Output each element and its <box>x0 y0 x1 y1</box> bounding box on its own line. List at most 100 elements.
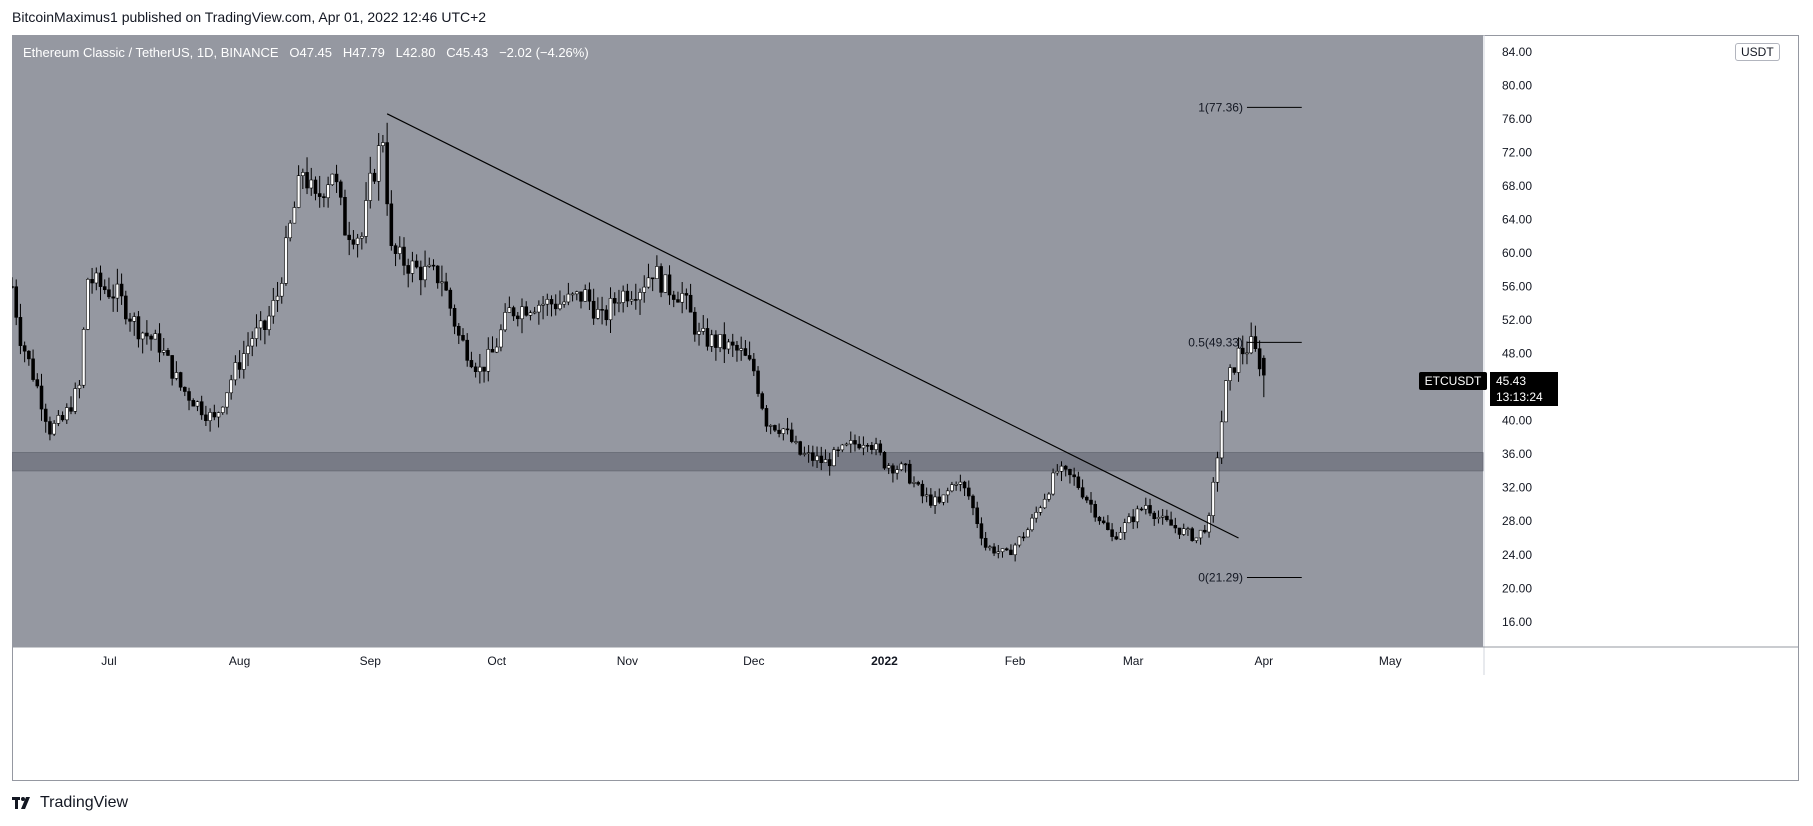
candle-body <box>199 401 204 416</box>
candle-body <box>351 239 356 245</box>
candle-body <box>992 546 996 554</box>
candle-body <box>60 415 65 421</box>
candle-body <box>1240 347 1245 355</box>
candle-body <box>381 142 385 146</box>
candle-body <box>161 350 166 353</box>
candle-body <box>237 362 242 370</box>
candle-body <box>903 463 908 466</box>
candle-body <box>634 299 638 301</box>
candle-body <box>435 265 440 284</box>
candle-body <box>1118 532 1123 540</box>
candle-body <box>334 173 339 183</box>
candle-body <box>1026 529 1030 538</box>
candle-body <box>718 334 722 348</box>
candle-body <box>680 293 684 303</box>
candle-body <box>802 453 807 455</box>
candle-body <box>659 266 663 293</box>
candle-body <box>688 294 693 313</box>
candle-body <box>777 429 781 434</box>
candle-body <box>195 401 200 407</box>
candle-body <box>1072 474 1076 478</box>
x-axis: Jul Aug Sep Oct Nov Dec 2022 Feb Mar Apr May <box>101 654 1401 668</box>
candle-body <box>1017 536 1022 546</box>
candle-body <box>461 335 465 341</box>
candle-body <box>886 465 891 469</box>
candle-body <box>406 265 410 274</box>
candle-body <box>43 408 48 422</box>
candle-body <box>246 345 250 354</box>
candle-body <box>840 444 845 451</box>
y-tick-label: 64.00 <box>1502 212 1532 226</box>
price-label-ticker-bg <box>1419 372 1487 390</box>
chart-plot[interactable]: 1(77.36) 0.5(49.33) 0(21.29) 16.00 20.00 24.… <box>12 35 1799 781</box>
candle-body <box>1004 548 1009 551</box>
candle-body <box>178 372 183 388</box>
candle-body <box>1055 470 1060 474</box>
candle-body <box>288 222 292 239</box>
candle-body <box>507 307 512 313</box>
candle-body <box>309 179 314 189</box>
candle-body <box>655 266 659 279</box>
candle-body <box>157 333 162 353</box>
footer-brand[interactable]: TradingView <box>12 794 128 812</box>
x-tick-label: Dec <box>743 654 764 668</box>
close-label: C <box>446 45 456 60</box>
candle-body <box>1097 516 1102 522</box>
candle-body <box>330 173 335 186</box>
candle-body <box>629 299 634 302</box>
candle-body <box>52 423 56 435</box>
candle-body <box>912 482 916 484</box>
candle-body <box>145 332 149 337</box>
candle-body <box>494 346 499 353</box>
candle-body <box>604 309 609 321</box>
candle-body <box>524 306 528 316</box>
candle-body <box>212 412 217 418</box>
candle-body <box>667 274 672 296</box>
candle-body <box>414 260 419 268</box>
candle-body <box>275 295 280 301</box>
candle-body <box>128 318 132 322</box>
candle-body <box>967 487 971 497</box>
candle-body <box>1224 380 1228 423</box>
candle-body <box>229 379 233 394</box>
candle-body <box>1173 525 1178 529</box>
candle-body <box>397 246 402 254</box>
candle-body <box>187 391 191 401</box>
candle-body <box>56 415 61 424</box>
x-tick-label: Nov <box>617 654 638 668</box>
candle-body <box>1257 348 1262 370</box>
candle-body <box>338 181 343 198</box>
candle-body <box>191 400 196 407</box>
y-tick-label: 20.00 <box>1502 581 1532 595</box>
candle-body <box>284 237 288 284</box>
candle-body <box>478 366 482 373</box>
candle-body <box>1089 499 1093 505</box>
candle-body <box>874 443 878 450</box>
high-value: 47.79 <box>352 45 385 60</box>
candle-body <box>208 412 212 422</box>
candle-body <box>1080 487 1085 498</box>
candle-body <box>937 496 942 503</box>
candle-body <box>469 360 474 368</box>
candle-body <box>899 463 904 470</box>
candle-body <box>988 546 992 549</box>
candle-body <box>216 412 221 418</box>
price-label-ticker: ETCUSDT <box>1425 374 1482 388</box>
candle-body <box>419 266 423 281</box>
currency-badge[interactable]: USDT <box>1735 43 1780 61</box>
candle-body <box>596 309 600 319</box>
fib-levels-group: 1(77.36) 0.5(49.33) 0(21.29) <box>1188 100 1302 585</box>
candle-body <box>773 425 777 431</box>
candle-body <box>124 295 128 320</box>
candle-body <box>954 484 958 486</box>
candle-body <box>183 386 187 392</box>
candle-body <box>12 286 14 288</box>
high-label: H <box>342 45 353 60</box>
candles-group <box>12 122 1266 562</box>
candle-body <box>107 289 111 298</box>
candle-body <box>1101 520 1106 524</box>
candle-body <box>920 483 925 497</box>
candle-body <box>794 441 798 443</box>
candle-body <box>823 459 828 463</box>
candle-body <box>532 311 537 314</box>
